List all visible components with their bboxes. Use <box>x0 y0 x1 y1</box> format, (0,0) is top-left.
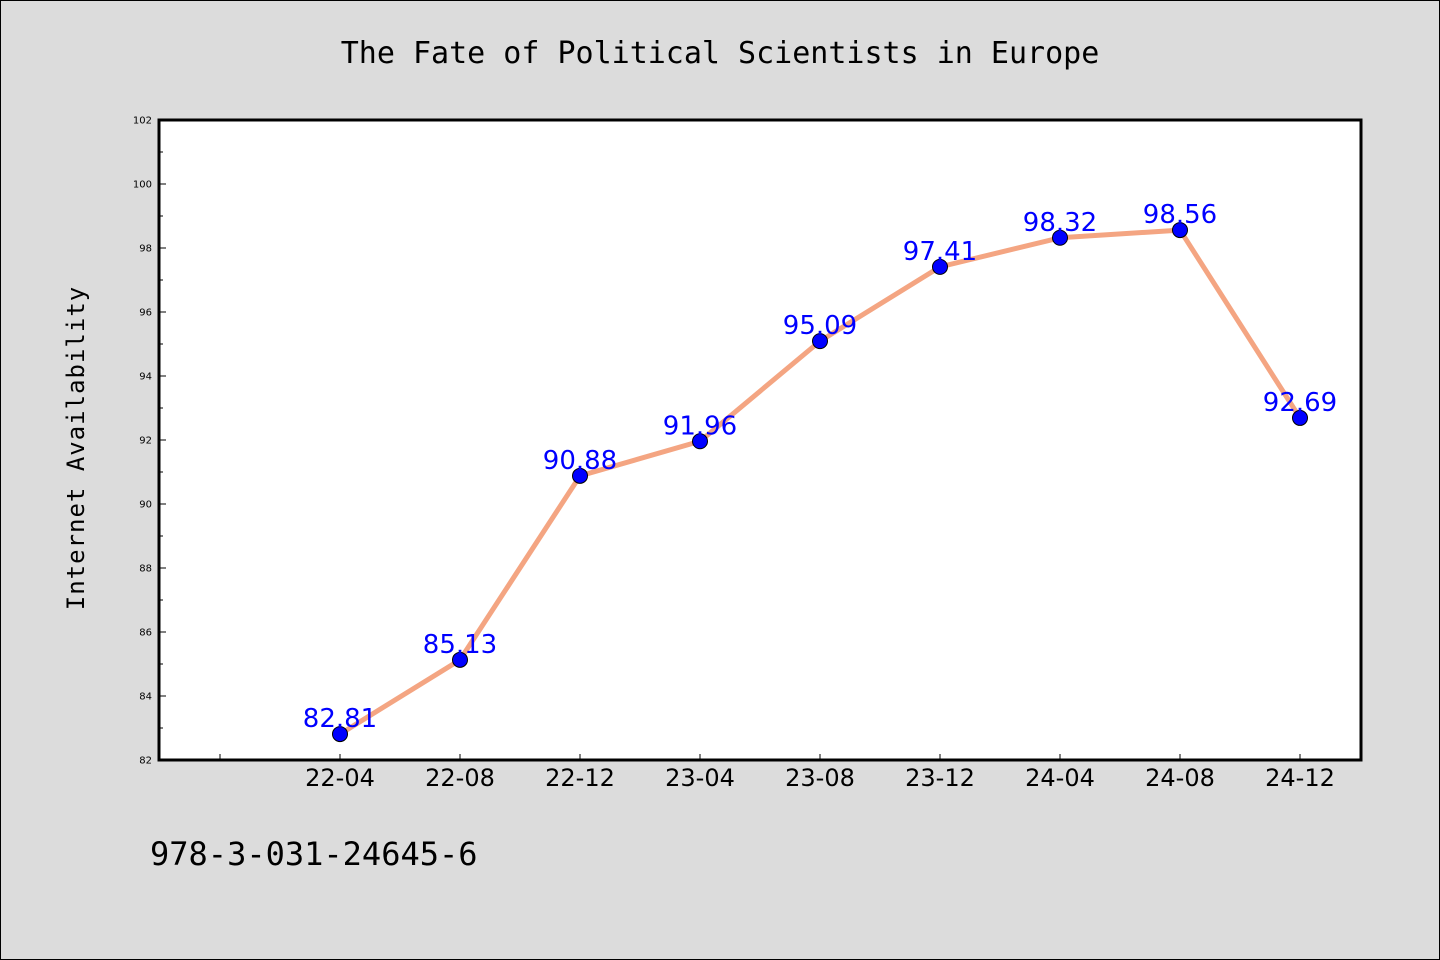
x-tick-label: 24-04 <box>1025 764 1095 792</box>
x-tick-label: 23-04 <box>665 764 735 792</box>
y-tick-label: 84 <box>139 692 152 703</box>
data-point-label: 98.32 <box>1023 208 1097 238</box>
y-tick-label: 100 <box>133 180 152 191</box>
data-point-marker <box>572 467 588 484</box>
data-labels: 82.81 85.13 90.88 91.96 95.09 97.41 98.32 98.56… <box>303 200 1337 734</box>
data-point-marker <box>1292 409 1308 426</box>
data-point-label: 82.81 <box>303 704 377 734</box>
data-point-marker <box>932 258 948 275</box>
x-axis: 22-04 22-08 22-12 23-04 23-08 23-12 24-04 24-08… <box>219 754 1335 792</box>
isbn-footer: 978-3-031-24645-6 <box>150 835 478 873</box>
y-tick-label: 96 <box>139 308 152 319</box>
data-point-label: 98.56 <box>1143 200 1217 230</box>
x-tick-label: 24-08 <box>1145 764 1215 792</box>
data-point-label: 90.88 <box>543 446 617 476</box>
data-point-label: 95.09 <box>783 311 857 341</box>
data-point-marker <box>1052 229 1068 246</box>
data-point-marker <box>452 651 468 668</box>
y-axis: 82 84 86 88 90 92 94 96 98 100 102 <box>133 116 166 767</box>
y-tick-label: 90 <box>139 500 152 511</box>
y-tick-label: 88 <box>139 564 152 575</box>
data-point-label: 92.69 <box>1263 388 1337 418</box>
x-tick-label: 23-12 <box>905 764 975 792</box>
y-tick-label: 94 <box>139 372 152 383</box>
chart-title: The Fate of Political Scientists in Euro… <box>341 36 1100 71</box>
y-axis-label: Internet Availability <box>62 286 90 610</box>
y-tick-label: 98 <box>139 244 152 255</box>
data-point-marker <box>692 433 708 450</box>
x-tick-label: 24-12 <box>1265 764 1335 792</box>
y-tick-label: 92 <box>139 436 152 447</box>
data-point-marker <box>1172 222 1188 239</box>
x-tick-label: 22-12 <box>545 764 615 792</box>
plot-area <box>157 118 1363 762</box>
data-point-marker <box>332 726 348 743</box>
x-tick-label: 22-04 <box>305 764 375 792</box>
y-tick-label: 82 <box>139 756 152 767</box>
data-point-label: 97.41 <box>903 237 977 267</box>
x-tick-label: 22-08 <box>425 764 495 792</box>
data-point-label: 85.13 <box>423 630 497 660</box>
data-point-marker <box>812 333 828 350</box>
y-tick-label: 102 <box>133 116 152 127</box>
x-tick-label: 23-08 <box>785 764 855 792</box>
data-point-label: 91.96 <box>663 411 737 441</box>
y-tick-label: 86 <box>139 628 152 639</box>
data-points <box>332 222 1308 743</box>
